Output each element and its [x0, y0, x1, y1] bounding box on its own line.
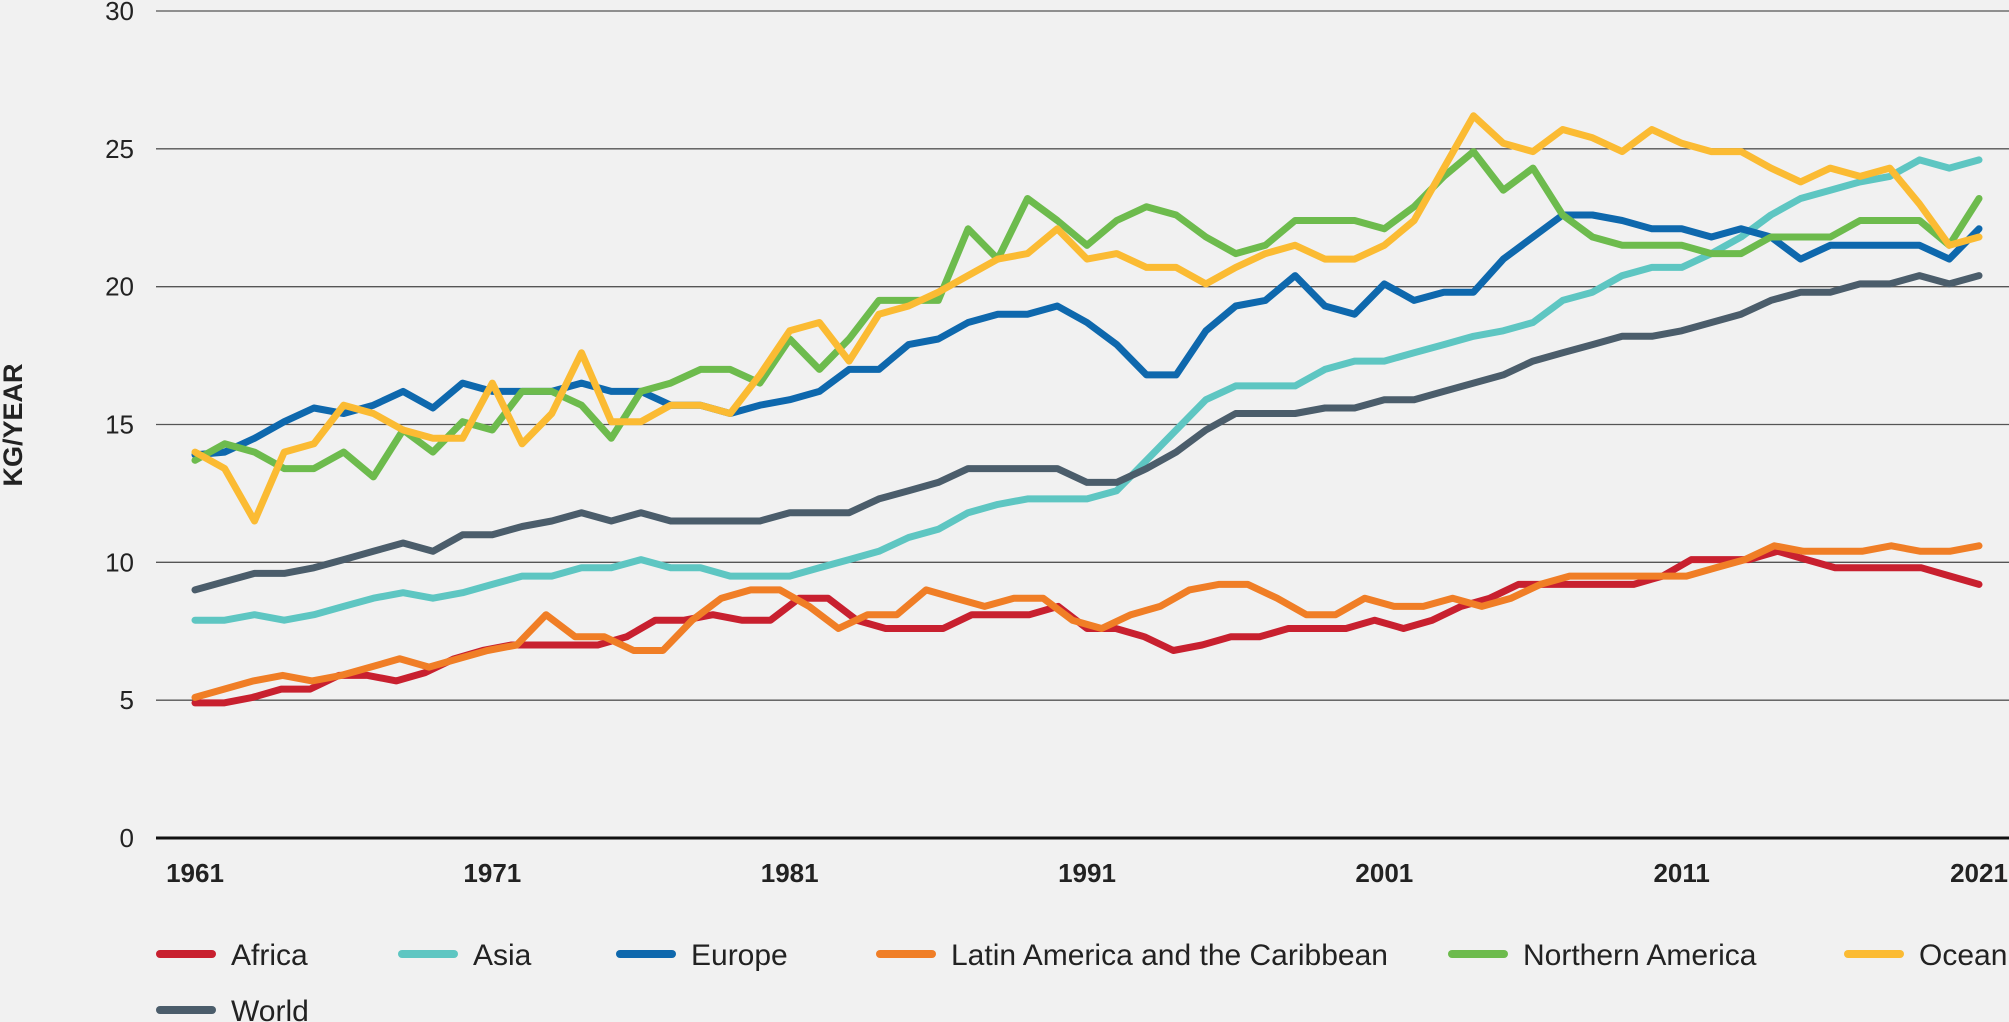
x-tick-label: 1981 — [761, 858, 819, 888]
legend-label: Asia — [473, 939, 532, 972]
legend-item: Oceania — [1844, 939, 2009, 972]
y-tick-label: 15 — [105, 410, 134, 440]
legend-item: Europe — [616, 939, 788, 972]
y-tick-label: 5 — [120, 685, 134, 715]
x-tick-label: 2021 — [1950, 858, 2008, 888]
y-tick-label: 10 — [105, 547, 134, 577]
legend-label: Africa — [231, 939, 308, 972]
series-line-oceania — [191, 112, 1983, 525]
x-tick-label: 2011 — [1653, 858, 1709, 888]
legend-item: Asia — [398, 939, 532, 972]
legend-item: World — [156, 995, 309, 1022]
series-line-world — [191, 272, 1983, 594]
gridlines — [156, 10, 2009, 840]
series-line-northern-america — [191, 148, 1983, 481]
legend-item: Africa — [156, 939, 308, 972]
x-tick-label: 1971 — [463, 858, 521, 888]
legend-label: Europe — [691, 939, 788, 972]
y-tick-label: 25 — [105, 134, 134, 164]
legend-label: Northern America — [1523, 939, 1757, 972]
y-tick-label: 0 — [120, 823, 134, 853]
series-line-asia — [191, 156, 1983, 624]
legend-item: Northern America — [1448, 939, 1757, 972]
series-line-latin-america-and-the-caribbean — [191, 542, 1983, 701]
x-tick-label: 1961 — [166, 858, 224, 888]
y-tick-label: 20 — [105, 272, 134, 302]
legend-item: Latin America and the Caribbean — [876, 939, 1388, 972]
legend-label: Oceania — [1919, 939, 2009, 972]
y-axis-ticks: 0 5 10 15 20 25 30 — [105, 0, 134, 853]
legend-label: Latin America and the Caribbean — [951, 939, 1388, 972]
series-line-europe — [191, 211, 1983, 459]
x-axis-ticks: 1961 1971 1981 1991 2001 2011 2021 — [166, 858, 2008, 888]
series-lines — [191, 112, 1983, 707]
x-tick-label: 2001 — [1355, 858, 1413, 888]
legend: Africa Asia Europe Latin America and the Ca… — [156, 939, 2009, 1022]
x-tick-label: 1991 — [1058, 858, 1116, 888]
legend-label: World — [231, 995, 309, 1022]
y-axis-label: KG/YEAR — [0, 363, 28, 486]
y-tick-label: 30 — [105, 0, 134, 26]
